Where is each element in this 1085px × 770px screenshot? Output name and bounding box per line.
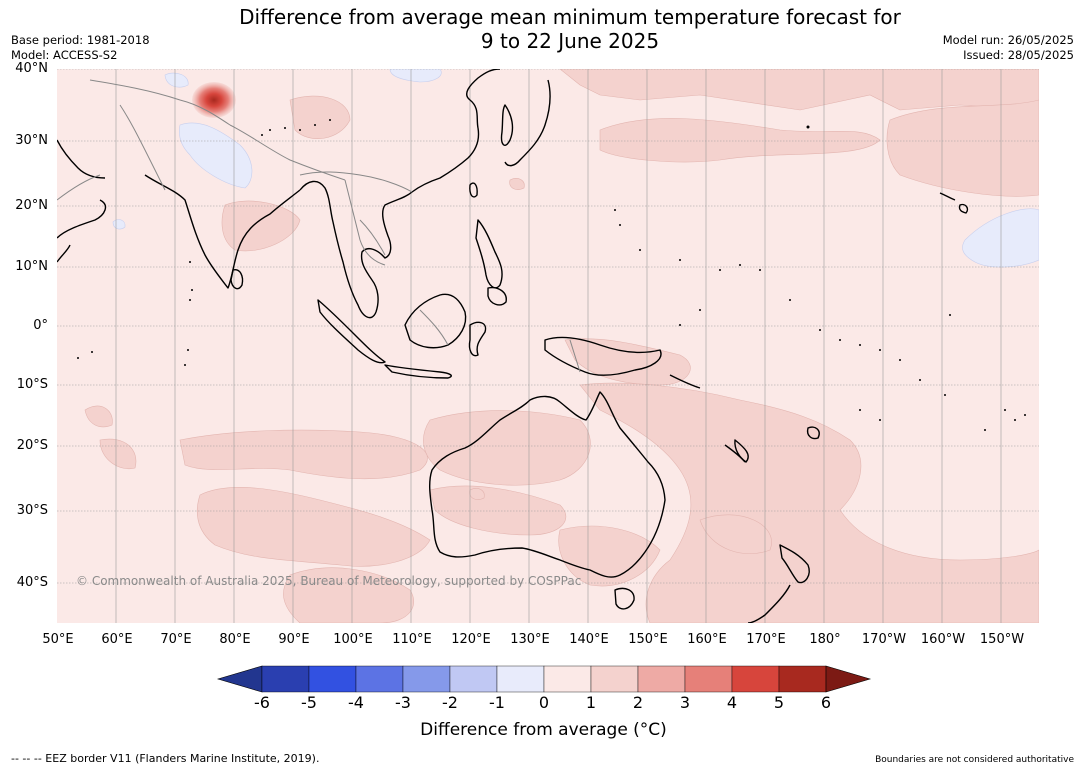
longitude-label: 70°E — [160, 632, 192, 647]
colorbar-segment — [543, 665, 592, 693]
latitude-label: 20°N — [15, 198, 48, 213]
boundaries-note: Boundaries are not considered authoritat… — [875, 755, 1074, 765]
coast-indochina — [360, 127, 480, 313]
longitude-label: 120°E — [451, 632, 491, 647]
colorbar-tick: -4 — [348, 693, 364, 712]
coast-korea — [500, 104, 514, 146]
coast-australia — [429, 391, 666, 578]
longitude-label: 150°W — [979, 632, 1025, 647]
colorbar-segment — [261, 665, 310, 693]
longitude-label: 160°W — [920, 632, 966, 647]
coast-solomon — [669, 374, 701, 389]
coast-nz-north — [779, 544, 810, 584]
colorbar-segment — [449, 665, 498, 693]
longitude-label: 170°W — [861, 632, 907, 647]
latitude-label: 20°S — [16, 438, 48, 453]
colorbar-segment — [637, 665, 686, 693]
coast-india — [144, 174, 301, 289]
coast-vanuatu — [734, 439, 749, 463]
colorbar-tick: 5 — [773, 693, 785, 712]
longitude-label: 160°E — [687, 632, 727, 647]
colorbar-extend-low — [216, 665, 263, 693]
longitude-label: 110°E — [392, 632, 432, 647]
colorbar — [216, 665, 872, 693]
copyright-notice: © Commonwealth of Australia 2025, Bureau… — [76, 574, 582, 588]
colorbar-segment — [778, 665, 827, 693]
longitude-label: 140°E — [569, 632, 609, 647]
coast-sulawesi — [468, 321, 487, 357]
latitude-label: 40°N — [15, 61, 48, 76]
colorbar-tick: 1 — [585, 693, 597, 712]
chart-title-line2: 9 to 22 June 2025 — [480, 29, 660, 53]
coast-newcaledonia — [724, 444, 746, 463]
latitude-label: 30°S — [16, 503, 48, 518]
colorbar-tick: -6 — [254, 693, 270, 712]
colorbar-segment — [496, 665, 545, 693]
latitude-label: 40°S — [16, 575, 48, 590]
model-run: Model run: 26/05/2025 — [942, 33, 1074, 47]
colorbar-tick: 0 — [538, 693, 550, 712]
colorbar-segment — [590, 665, 639, 693]
coast-bengal — [299, 180, 377, 319]
latitude-label: 30°N — [15, 133, 48, 148]
small-islands — [77, 119, 1026, 431]
coast-java — [384, 364, 452, 379]
colorbar-tick: -1 — [489, 693, 505, 712]
meridians — [115, 69, 1002, 623]
colorbar-extend-high — [825, 665, 872, 693]
longitude-label: 90°E — [278, 632, 310, 647]
colorbar-segment — [684, 665, 733, 693]
country-borders — [57, 79, 581, 373]
colorbar-segment — [731, 665, 780, 693]
coast-sumatra — [317, 299, 386, 364]
colorbar-segment — [308, 665, 357, 693]
colorbar-tick: 6 — [820, 693, 832, 712]
longitude-label: 180° — [809, 632, 841, 647]
latitude-label: 0° — [33, 318, 48, 333]
colorbar-segment — [355, 665, 404, 693]
longitude-label: 150°E — [628, 632, 668, 647]
colorbar-tick: 4 — [726, 693, 738, 712]
coast-srilanka — [230, 269, 244, 290]
eez-note: -- -- -- EEZ border V11 (Flanders Marine… — [11, 752, 320, 765]
colorbar-tick: -2 — [442, 693, 458, 712]
colorbar-tick: -5 — [301, 693, 317, 712]
latitude-label: 10°S — [16, 377, 48, 392]
colorbar-segment — [402, 665, 451, 693]
issued-date: Issued: 28/05/2025 — [963, 48, 1074, 62]
longitude-label: 60°E — [101, 632, 133, 647]
longitude-label: 170°E — [746, 632, 786, 647]
coast-mindanao — [487, 286, 507, 306]
colorbar-tick: 3 — [679, 693, 691, 712]
coast-nz-south — [747, 584, 791, 623]
longitude-label: 100°E — [333, 632, 373, 647]
warm-anomaly-hotspot — [192, 82, 236, 118]
chart-title-line1: Difference from average mean minimum tem… — [239, 5, 901, 29]
model-name: Model: ACCESS-S2 — [11, 48, 118, 62]
coast-taiwan — [469, 182, 478, 198]
coast-arabia — [57, 139, 107, 239]
colorbar-title: Difference from average (°C) — [420, 720, 667, 740]
base-period: Base period: 1981-2018 — [11, 33, 150, 47]
coastlines — [57, 69, 969, 623]
latitude-label: 10°N — [15, 259, 48, 274]
longitude-label: 80°E — [219, 632, 251, 647]
colorbar-tick: 2 — [632, 693, 644, 712]
colorbar-tick: -3 — [395, 693, 411, 712]
coast-japan — [504, 79, 551, 167]
coast-hawaii — [939, 192, 969, 214]
longitude-label: 50°E — [42, 632, 74, 647]
coast-oman — [57, 244, 71, 263]
longitude-label: 130°E — [510, 632, 550, 647]
coast-newguinea — [544, 336, 662, 377]
coast-china — [466, 69, 501, 129]
coast-philippines — [475, 219, 503, 289]
coast-fiji — [806, 426, 820, 440]
anomaly-1-2-regions — [84, 69, 1039, 623]
coast-tasmania — [614, 587, 635, 610]
coast-borneo — [404, 293, 467, 349]
